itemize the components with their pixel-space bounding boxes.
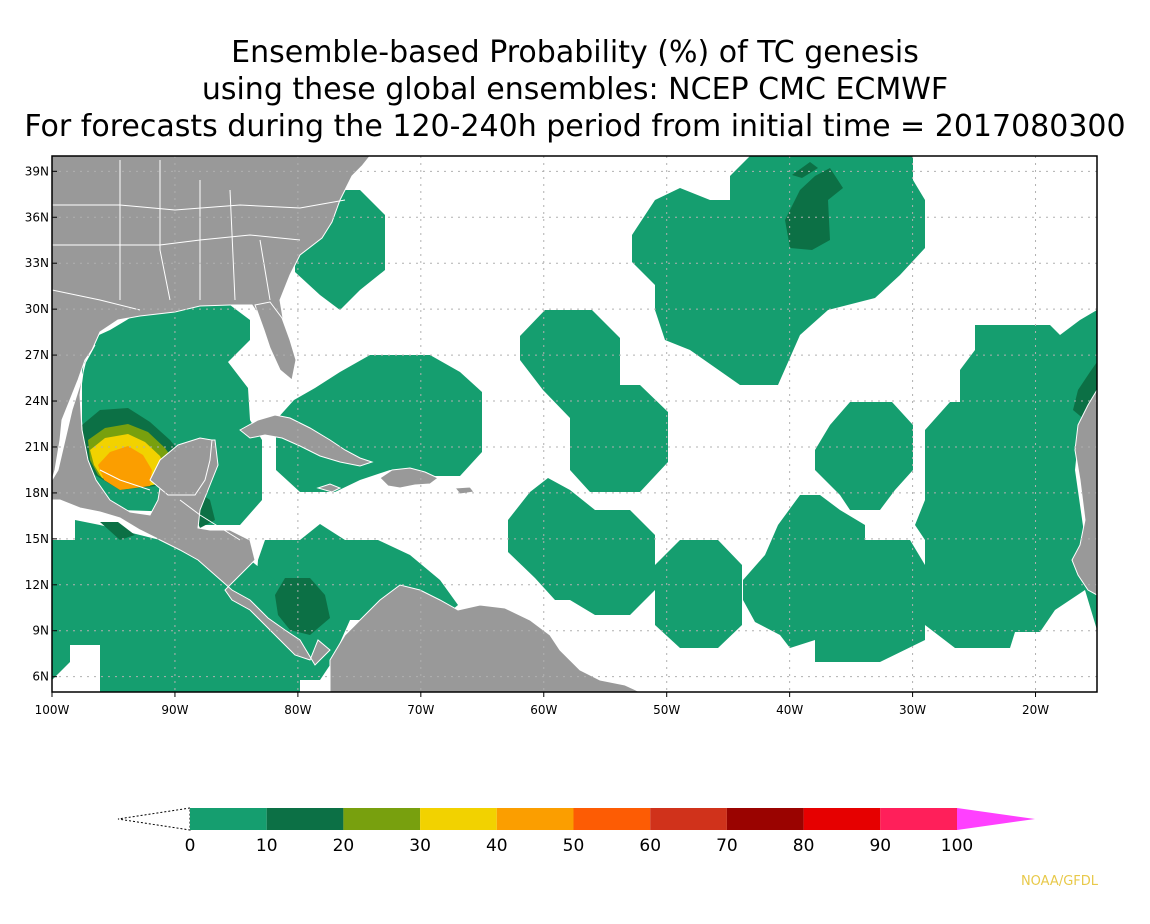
legend-label: 70 [716, 836, 738, 856]
legend-label: 90 [869, 836, 891, 856]
lat-tick-label: 27N [25, 348, 49, 362]
lat-tick-label: 18N [25, 486, 49, 500]
gridlines [52, 156, 1097, 692]
legend-label: 30 [409, 836, 431, 856]
legend-label: 60 [639, 836, 661, 856]
lat-tick-label: 30N [25, 302, 49, 316]
legend-under-arrow [117, 807, 191, 831]
probability-map: 100W 90W 80W 70W 60W 50W 40W 30W 20W 6N 9N 12N 15N 1… [25, 155, 1098, 717]
legend-swatch [496, 808, 574, 830]
legend-swatch [726, 808, 804, 830]
legend-label: 10 [256, 836, 278, 856]
lon-tick-label: 50W [653, 703, 680, 717]
lon-tick-label: 20W [1022, 703, 1049, 717]
lon-tick-label: 100W [35, 703, 70, 717]
lon-tick-label: 30W [899, 703, 926, 717]
lon-tick-label: 40W [776, 703, 803, 717]
legend-label: 40 [486, 836, 508, 856]
legend-label: 20 [333, 836, 355, 856]
legend-swatch [573, 808, 651, 830]
legend-over-arrow [957, 808, 1035, 830]
legend-label: 100 [941, 836, 973, 856]
legend-swatch [650, 808, 727, 830]
credit-label: NOAA/GFDL [1020, 874, 1098, 889]
lat-tick-label: 9N [32, 624, 49, 638]
plot-frame [51, 155, 1098, 693]
lat-tick-label: 6N [32, 670, 49, 684]
lat-tick-label: 15N [25, 532, 49, 546]
probability-zone-40-50 [98, 446, 152, 490]
legend-label: 50 [563, 836, 585, 856]
legend-swatch [803, 808, 881, 830]
title-line-1: Ensemble-based Probability (%) of TC gen… [231, 35, 919, 70]
lat-tick-label: 24N [25, 394, 49, 408]
lat-tick-label: 21N [25, 440, 49, 454]
map-title: Ensemble-based Probability (%) of TC gen… [0, 34, 1150, 145]
legend-label: 0 [185, 836, 196, 856]
lon-tick-label: 70W [407, 703, 434, 717]
state-boundaries [52, 160, 346, 541]
lat-tick-label: 39N [25, 164, 49, 178]
probability-zone-0-10 [52, 156, 1097, 692]
title-line-2: using these global ensembles: NCEP CMC E… [201, 72, 949, 107]
legend-label: 80 [793, 836, 815, 856]
title-line-3: For forecasts during the 120-240h period… [24, 109, 1126, 144]
legend-swatch [880, 808, 957, 830]
land [52, 156, 1097, 692]
latitude-axis: 6N 9N 12N 15N 18N 21N 24N 27N 30N 33N 36N 39N [25, 164, 57, 684]
legend-swatch [266, 808, 344, 830]
legend-swatch [343, 808, 421, 830]
lon-tick-label: 60W [530, 703, 557, 717]
lat-tick-label: 33N [25, 256, 49, 270]
legend-swatch [190, 808, 267, 830]
lat-tick-label: 36N [25, 210, 49, 224]
lon-tick-label: 80W [284, 703, 311, 717]
lon-tick-label: 90W [161, 703, 188, 717]
legend-swatch [420, 808, 497, 830]
longitude-axis: 100W 90W 80W 70W 60W 50W 40W 30W 20W [35, 692, 1049, 717]
lat-tick-label: 12N [25, 578, 49, 592]
